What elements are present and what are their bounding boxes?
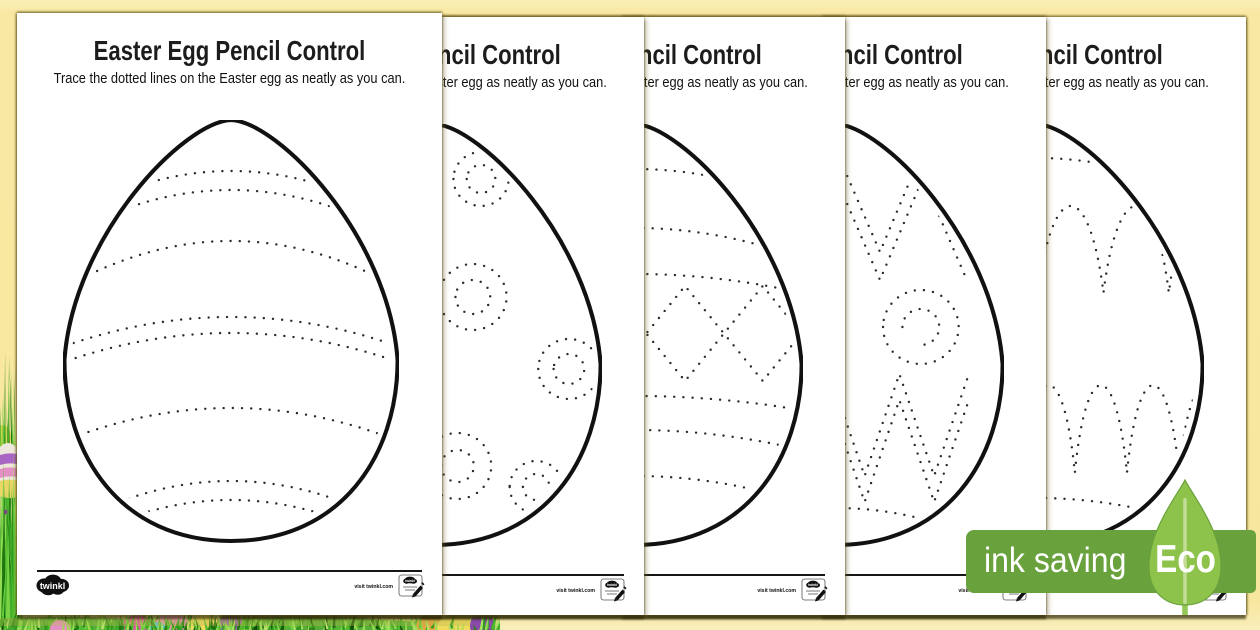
svg-text:twinkl: twinkl bbox=[40, 581, 65, 591]
svg-text:twinkl: twinkl bbox=[808, 583, 818, 587]
svg-text:twinkl: twinkl bbox=[607, 583, 617, 587]
svg-text:twinkl: twinkl bbox=[405, 579, 415, 583]
